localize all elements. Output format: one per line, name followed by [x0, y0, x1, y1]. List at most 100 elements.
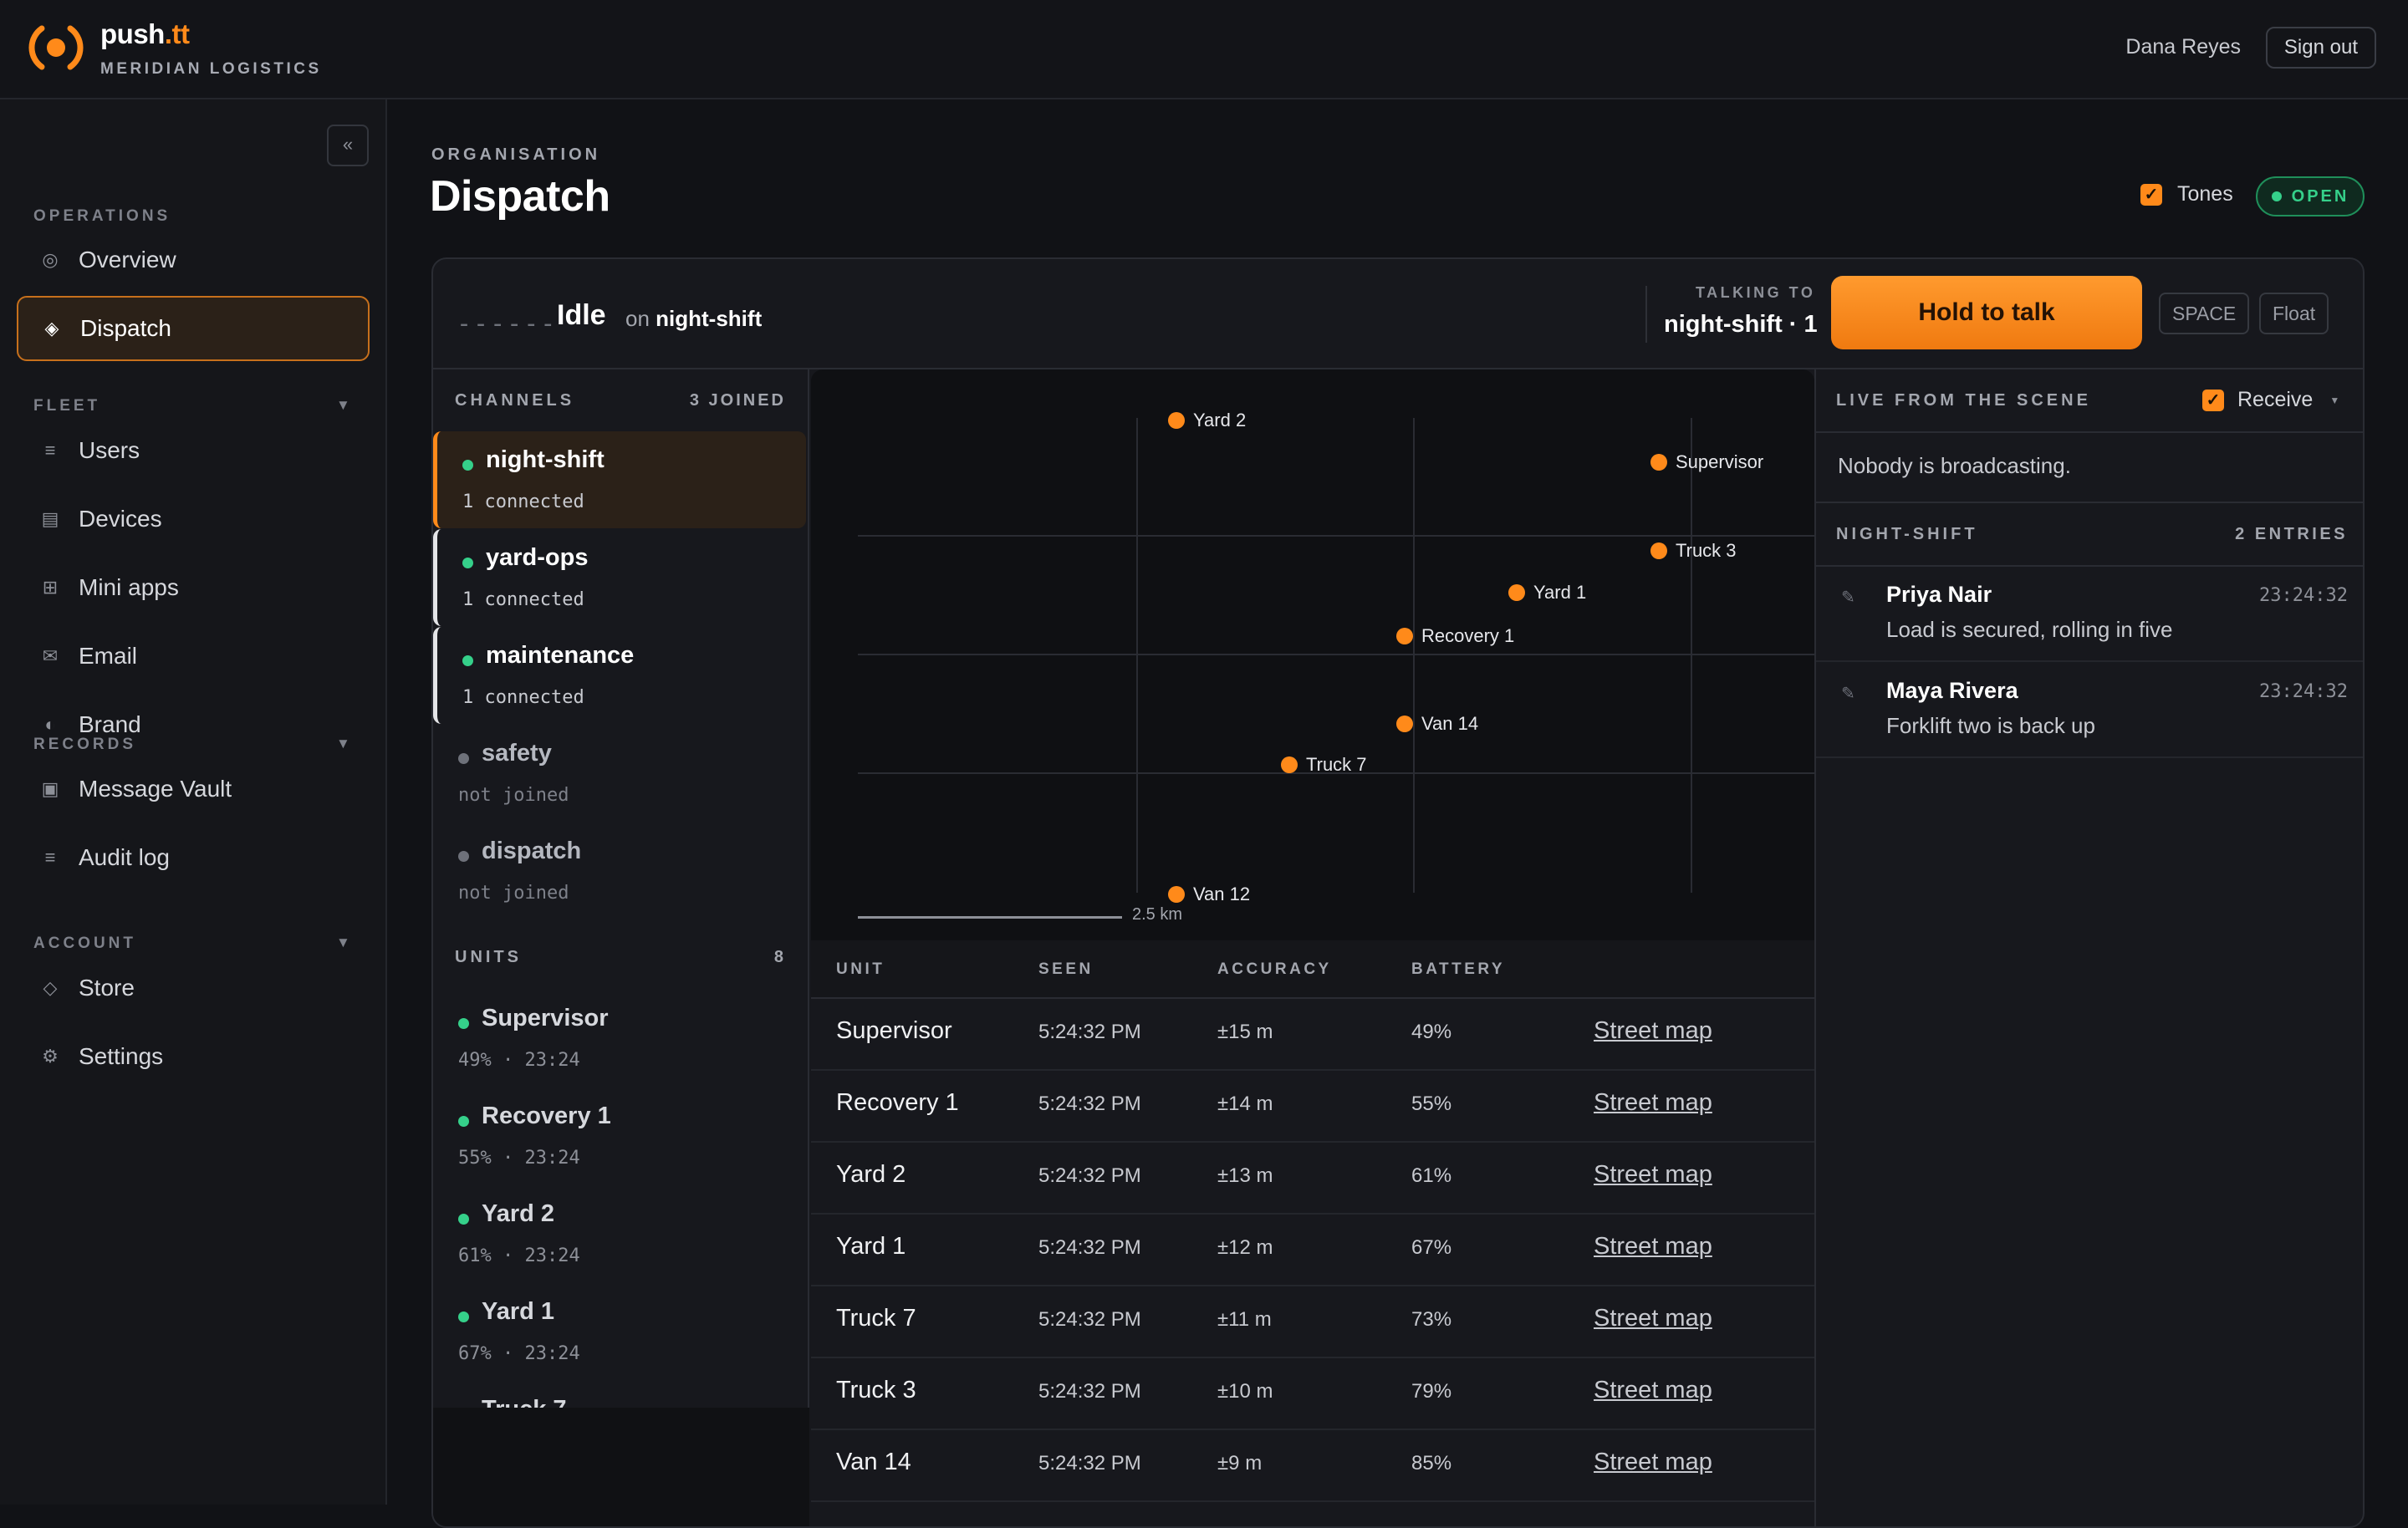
receive-checkbox[interactable]: ✓ [2202, 389, 2224, 411]
sidebar-item-label: Overview [79, 247, 176, 272]
map-marker-truck-3[interactable]: Truck 3 [1650, 540, 1737, 562]
unit-list-item[interactable]: Recovery 1 55% · 23:24 [433, 1087, 806, 1184]
sidebar-section-records: RECORDS [33, 736, 137, 753]
channel-name: yard-ops [486, 544, 589, 571]
accuracy-cell: ±15 m [1217, 1021, 1273, 1043]
sidebar-item-users[interactable]: ≡ Users [17, 418, 370, 483]
channel-item-safety[interactable]: safety not joined [433, 725, 806, 822]
accuracy-cell: ±9 m [1217, 1452, 1263, 1475]
tones-label: Tones [2177, 182, 2233, 206]
street-map-link[interactable]: Street map [1594, 1017, 1712, 1044]
table-row: Truck 3 5:24:32 PM ±10 m 79% Street map [811, 1358, 1814, 1430]
table-row: Recovery 1 5:24:32 PM ±14 m 55% Street map [811, 1071, 1814, 1143]
map-pin-icon [1168, 886, 1185, 903]
sidebar-item-email[interactable]: ✉ Email [17, 624, 370, 689]
map-pin-icon [1396, 628, 1413, 644]
map-pin-icon [1508, 584, 1525, 601]
chevron-down-icon[interactable]: ▼ [336, 397, 350, 413]
chevron-down-icon[interactable]: ▼ [336, 736, 350, 751]
unit-name: Supervisor [482, 1005, 609, 1031]
map-marker-yard-1[interactable]: Yard 1 [1508, 582, 1586, 604]
pencil-icon: ✎ [1841, 685, 1855, 703]
online-dot [462, 460, 473, 471]
sidebar-item-message-vault[interactable]: ▣ Message Vault [17, 756, 370, 822]
sidebar-item-label: Mini apps [79, 574, 179, 600]
channel-item-maintenance[interactable]: maintenance 1 connected [433, 627, 806, 724]
talking-to-value: night-shift · 1 [1664, 311, 1818, 338]
map-marker-supervisor[interactable]: Supervisor [1650, 451, 1763, 473]
accuracy-cell: ±12 m [1217, 1236, 1273, 1259]
map-gridline [858, 772, 1814, 774]
sidebar-item-label: Brand [79, 711, 141, 737]
sidebar-item-label: Dispatch [80, 315, 171, 341]
unit-list-item[interactable]: Yard 2 61% · 23:24 [433, 1185, 806, 1282]
sidebar-item-brand[interactable]: ◐ Brand [17, 692, 370, 757]
unit-list-item[interactable]: Supervisor 49% · 23:24 [433, 990, 806, 1087]
float-button[interactable]: Float [2259, 293, 2329, 334]
map-scale-bar [858, 916, 1122, 919]
map-marker-van-14[interactable]: Van 14 [1396, 713, 1478, 735]
channel-item-dispatch[interactable]: dispatch not joined [433, 823, 806, 919]
channel-item-night-shift[interactable]: night-shift 1 connected [433, 431, 806, 528]
store-icon: ◇ [43, 977, 58, 998]
map-marker-truck-7[interactable]: Truck 7 [1281, 754, 1367, 776]
unit-cell: Recovery 1 [836, 1089, 959, 1116]
receive-toggle[interactable]: ✓ Receive ▼ [2202, 388, 2339, 412]
collapse-sidebar-button[interactable]: « [327, 125, 369, 166]
map-marker-label: Van 14 [1421, 713, 1479, 734]
online-dot [458, 1018, 469, 1029]
sidebar-item-dispatch[interactable]: ◈ Dispatch [17, 296, 370, 361]
map-marker-label: Yard 1 [1533, 582, 1587, 603]
current-user-name: Dana Reyes [2125, 35, 2241, 59]
sidebar-section-operations: OPERATIONS [33, 207, 171, 225]
map-marker-van-12[interactable]: Van 12 [1168, 884, 1250, 905]
channel-item-yard-ops[interactable]: yard-ops 1 connected [433, 529, 806, 626]
tones-toggle[interactable]: ✓ Tones [2140, 182, 2233, 206]
battery-cell: 61% [1411, 1164, 1452, 1187]
sidebar-item-settings[interactable]: ⚙ Settings [17, 1024, 370, 1089]
map-and-units: Yard 2 Supervisor Truck 3 Yard 1 Recovery 1 V… [811, 369, 1814, 1526]
street-map-link[interactable]: Street map [1594, 1161, 1712, 1188]
chevron-down-icon[interactable]: ▼ [2329, 394, 2340, 406]
sidebar-item-mini-apps[interactable]: ⊞ Mini apps [17, 555, 370, 620]
sidebar-item-label: Audit log [79, 844, 170, 870]
map-marker-yard-2[interactable]: Yard 2 [1168, 410, 1246, 431]
accuracy-cell: ±11 m [1217, 1308, 1272, 1331]
table-row: Supervisor 5:24:32 PM ±15 m 49% Street map [811, 999, 1814, 1071]
unit-map[interactable]: Yard 2 Supervisor Truck 3 Yard 1 Recovery 1 V… [811, 369, 1814, 940]
online-dot [462, 655, 473, 666]
online-dot [458, 1214, 469, 1225]
street-map-link[interactable]: Street map [1594, 1377, 1712, 1403]
space-key-hint: SPACE [2159, 293, 2250, 334]
chevron-down-icon[interactable]: ▼ [336, 935, 350, 950]
unit-list-item[interactable]: Yard 1 67% · 23:24 [433, 1283, 806, 1380]
map-marker-recovery-1[interactable]: Recovery 1 [1396, 625, 1514, 647]
street-map-link[interactable]: Street map [1594, 1305, 1712, 1332]
seen-cell: 5:24:32 PM [1038, 1380, 1141, 1403]
sidebar-item-audit-log[interactable]: ≡ Audit log [17, 825, 370, 890]
map-pin-icon [1650, 542, 1667, 559]
sidebar-item-devices[interactable]: ▤ Devices [17, 486, 370, 552]
table-row: Van 14 5:24:32 PM ±9 m 85% Street map [811, 1430, 1814, 1502]
battery-cell: 85% [1411, 1452, 1452, 1475]
map-gridline [1413, 418, 1415, 893]
street-map-link[interactable]: Street map [1594, 1449, 1712, 1475]
log-entry: ✎ Priya Nair 23:24:32 Load is secured, roll… [1816, 567, 2363, 662]
push-to-talk-bar: ------ Idle on night-shift TALKING TO ni… [433, 259, 2363, 369]
unit-cell: Van 14 [836, 1449, 911, 1475]
sign-out-button[interactable]: Sign out [2265, 27, 2376, 69]
table-row: Yard 2 5:24:32 PM ±13 m 61% Street map [811, 1143, 1814, 1215]
hold-to-talk-button[interactable]: Hold to talk [1831, 276, 2142, 349]
street-map-link[interactable]: Street map [1594, 1089, 1712, 1116]
sidebar-item-label: Store [79, 975, 135, 1001]
brand-icon: ◐ [44, 714, 56, 735]
log-channel-name: NIGHT-SHIFT [1836, 525, 1978, 543]
tones-checkbox[interactable]: ✓ [2140, 183, 2162, 206]
street-map-link[interactable]: Street map [1594, 1233, 1712, 1260]
battery-cell: 49% [1411, 1021, 1452, 1043]
sidebar-item-store[interactable]: ◇ Store [17, 955, 370, 1021]
column-header-accuracy: ACCURACY [1217, 960, 1332, 978]
channel-name: maintenance [486, 642, 635, 669]
organisation-name: MERIDIAN LOGISTICS [100, 60, 322, 78]
sidebar-item-overview[interactable]: ◎ Overview [17, 227, 370, 293]
